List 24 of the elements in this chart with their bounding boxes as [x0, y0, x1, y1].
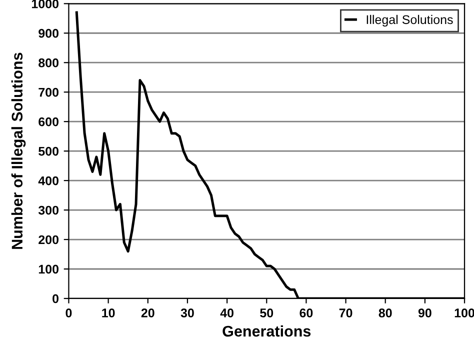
x-axis-title: Generations [222, 325, 311, 337]
x-tick-label: 100 [454, 308, 474, 318]
y-axis-title: Number of Illegal Solutions [11, 52, 26, 249]
y-tick-label: 400 [38, 176, 58, 186]
y-tick-label: 900 [38, 28, 58, 38]
x-tick-label: 80 [378, 308, 392, 318]
x-tick-label: 40 [220, 308, 234, 318]
y-tick-label: 100 [38, 264, 58, 274]
y-tick-label: 800 [38, 58, 58, 68]
x-tick-label: 10 [102, 308, 115, 318]
legend-label: Illegal Solutions [366, 14, 453, 27]
x-tick-label: 60 [300, 308, 313, 318]
x-tick-label: 90 [418, 308, 432, 318]
y-tick-label: 700 [38, 88, 58, 97]
y-tick-label: 200 [38, 235, 58, 244]
x-tick-label: 30 [180, 308, 194, 318]
x-tick-label: 0 [66, 308, 72, 318]
x-tick-label: 20 [141, 308, 154, 318]
y-tick-label: 600 [38, 117, 58, 126]
x-tick-label: 50 [260, 308, 274, 318]
x-tick-label: 70 [339, 308, 352, 318]
y-tick-label: 0 [52, 294, 58, 304]
y-tick-label: 300 [38, 206, 58, 215]
y-tick-label: 500 [38, 146, 58, 156]
